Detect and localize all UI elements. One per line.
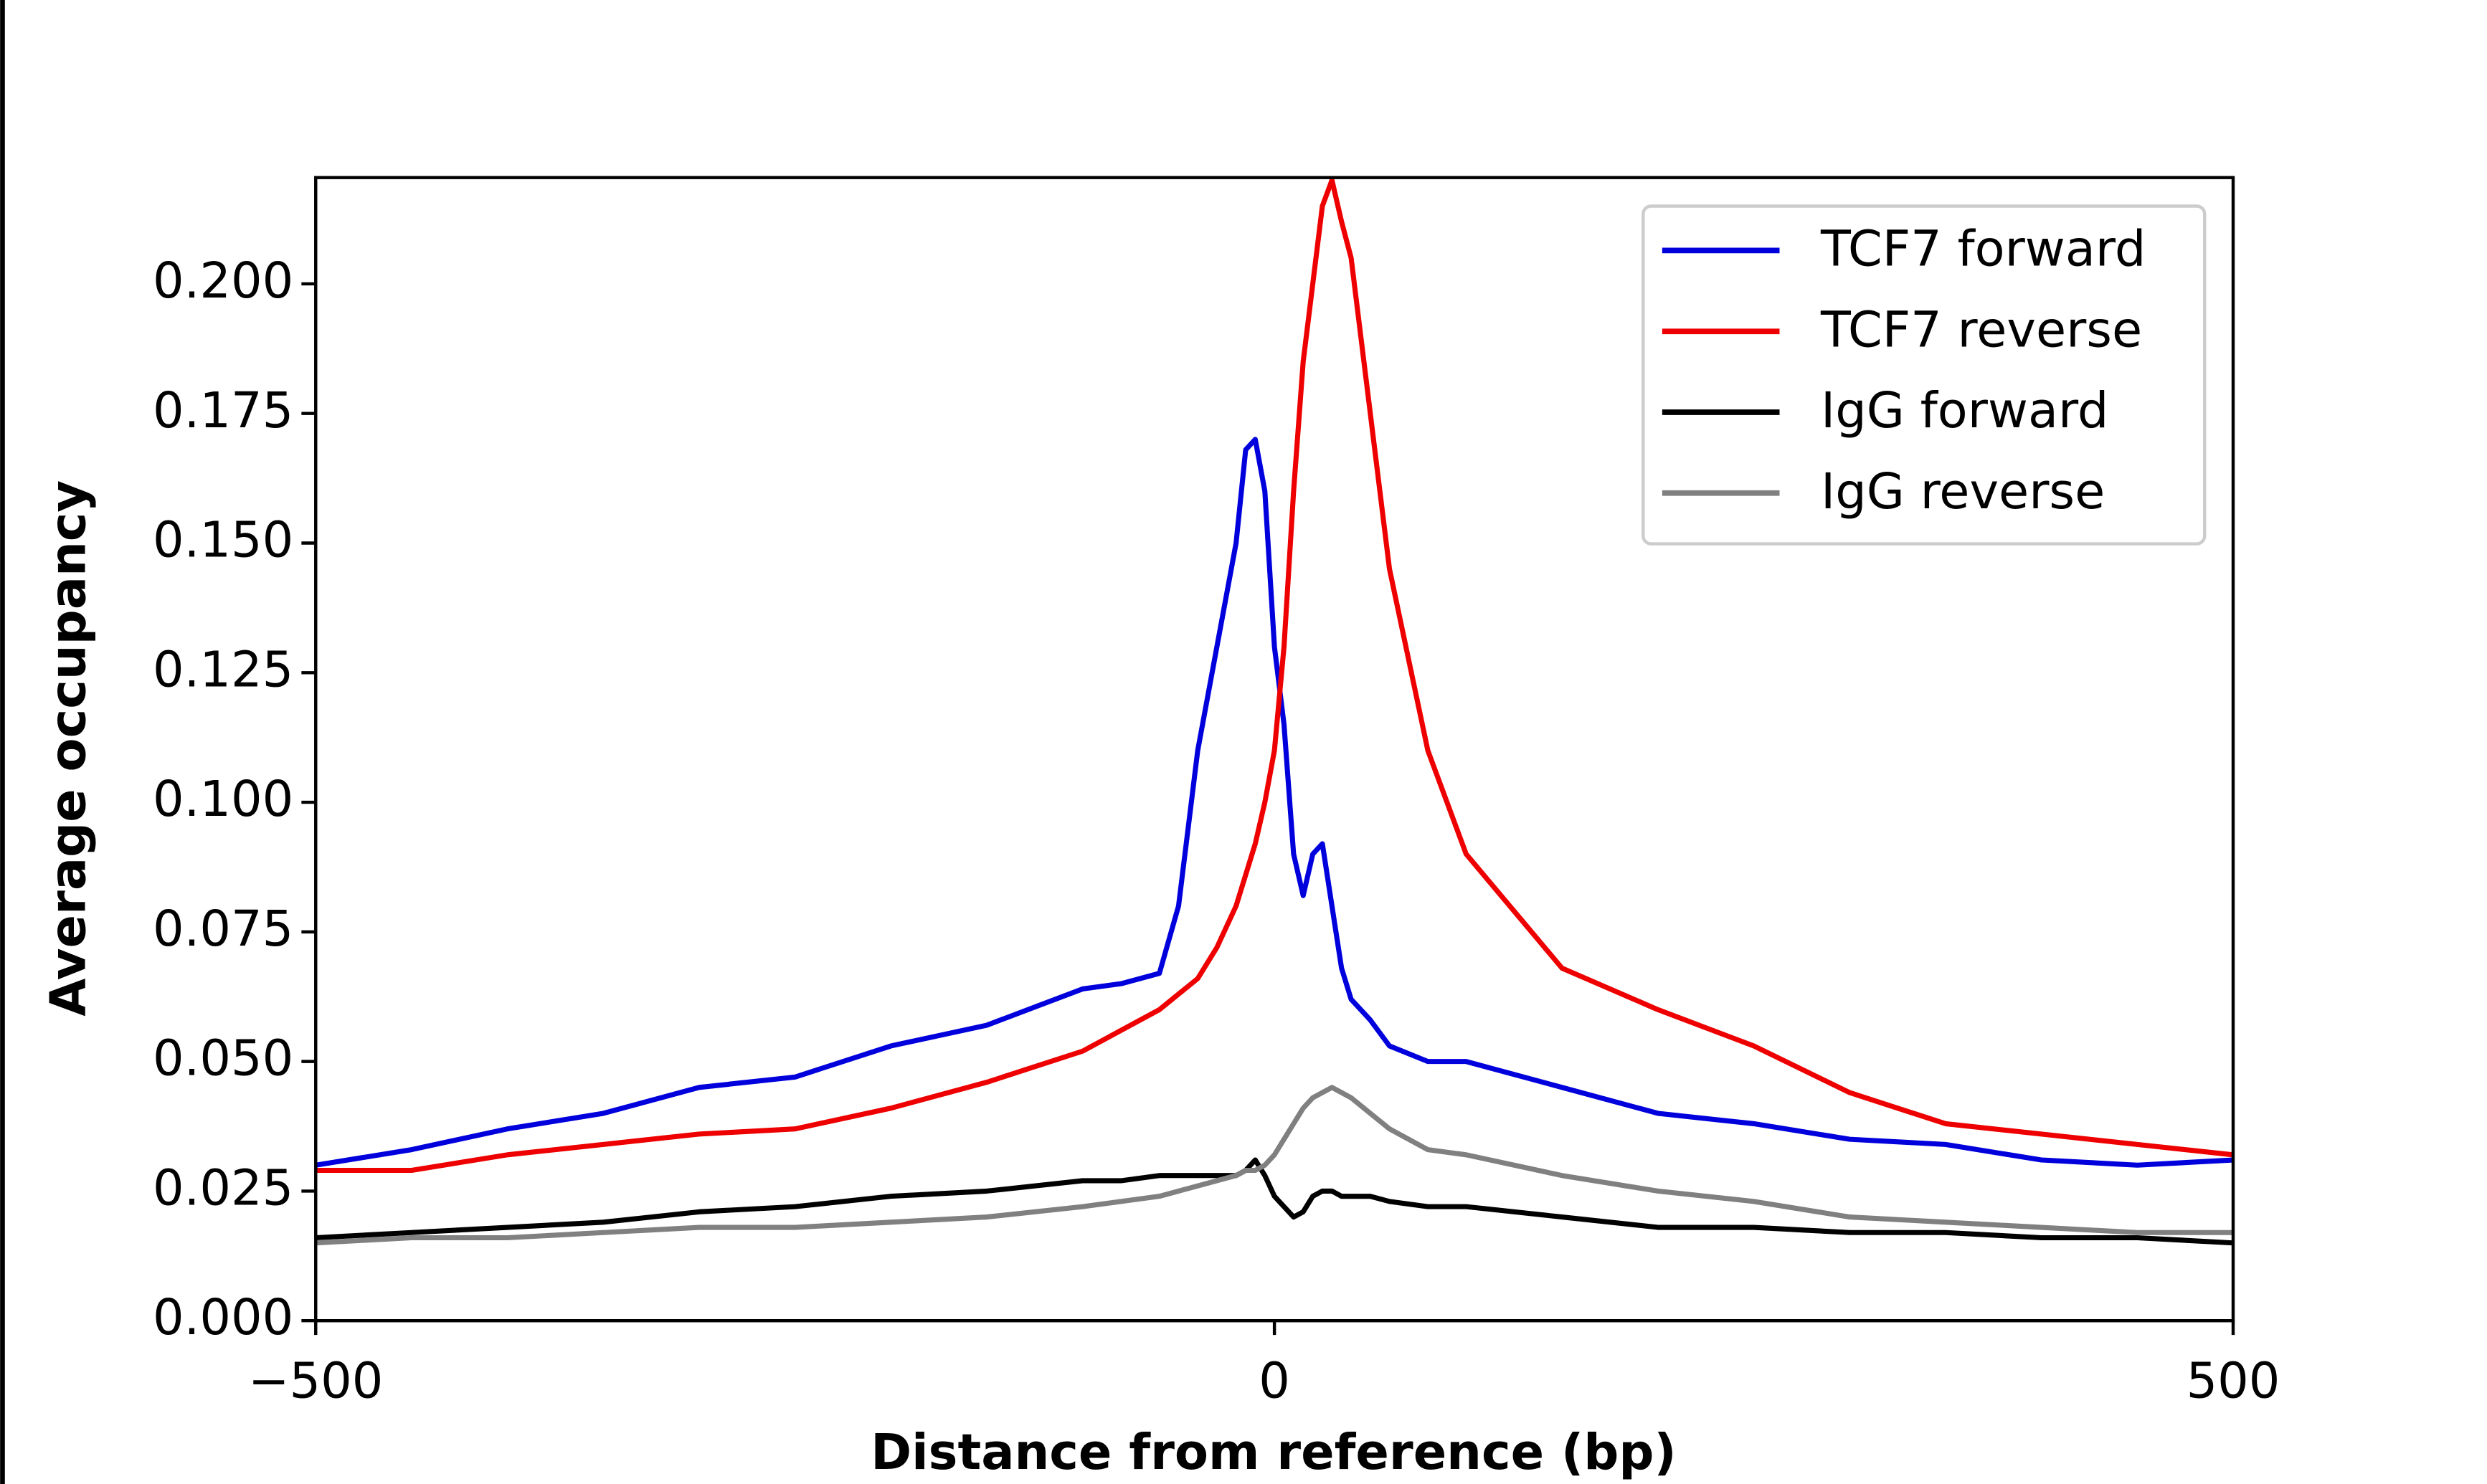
y-tick-label: 0.200: [153, 252, 293, 310]
y-tick-label: 0.150: [153, 512, 293, 569]
x-tick-label: 0: [1259, 1353, 1290, 1410]
x-tick-label: −500: [248, 1353, 383, 1410]
y-tick-label: 0.025: [153, 1159, 293, 1217]
y-tick-label: 0.125: [153, 641, 293, 698]
x-axis-label: Distance from reference (bp): [871, 1424, 1677, 1481]
y-axis-label: Average occupancy: [40, 480, 98, 1017]
legend-label: IgG forward: [1821, 382, 2108, 439]
series-line: [316, 1157, 2234, 1246]
series-line: [316, 437, 2234, 1168]
legend-label: TCF7 reverse: [1820, 301, 2142, 358]
legend-label: IgG reverse: [1821, 463, 2105, 520]
y-tick-label: 0.075: [153, 900, 293, 958]
series-line: [316, 1085, 2234, 1246]
plot-lines: [316, 177, 2234, 1246]
y-tick-label: 0.175: [153, 382, 293, 439]
y-tick-label: 0.050: [153, 1030, 293, 1088]
y-tick-label: 0.000: [153, 1289, 293, 1346]
legend-label: TCF7 forward: [1820, 221, 2146, 278]
x-tick-label: 500: [2187, 1353, 2280, 1410]
series-line: [316, 177, 2234, 1174]
legend-box: [1642, 204, 2207, 546]
y-tick-label: 0.100: [153, 771, 293, 828]
